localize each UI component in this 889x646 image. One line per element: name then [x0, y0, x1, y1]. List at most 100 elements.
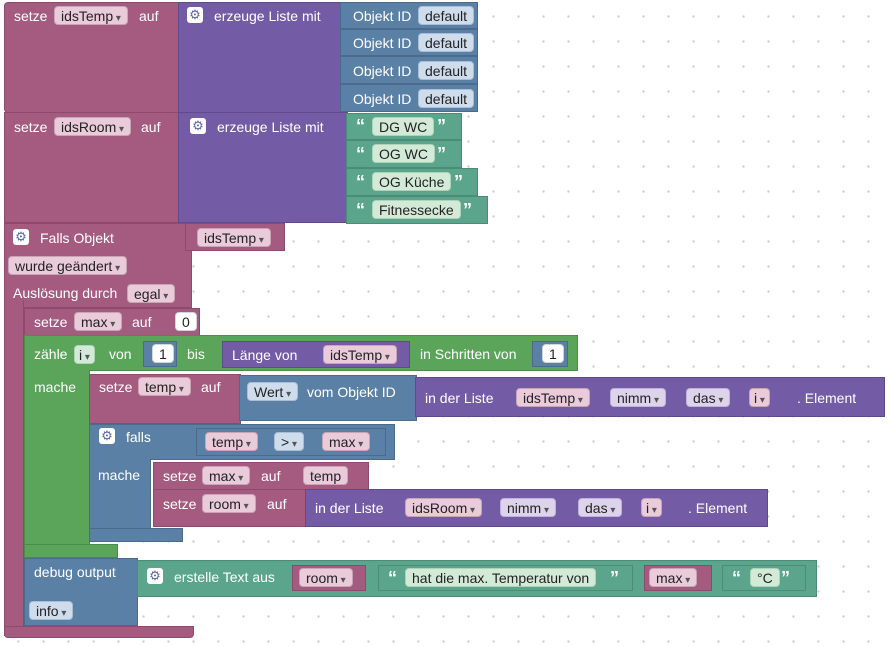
var-dropdown-max[interactable]: max: [649, 568, 698, 587]
length-of-label: Länge von: [232, 347, 298, 363]
create-list-block[interactable]: [178, 2, 342, 113]
number-input[interactable]: 1: [542, 344, 564, 363]
setze-label: setze: [163, 496, 197, 512]
quote-close-icon: ”: [610, 568, 619, 588]
trigger-block-footer: [4, 626, 194, 638]
object-id-value[interactable]: default: [418, 61, 475, 80]
setze-label: setze: [14, 8, 48, 24]
object-id-value[interactable]: default: [418, 33, 475, 52]
auf-label: auf: [132, 314, 152, 330]
debug-label: debug output: [34, 564, 116, 580]
do-label: mache: [34, 379, 77, 395]
take-dropdown[interactable]: nimm: [610, 388, 667, 407]
trigger-block-spine: [4, 300, 24, 636]
var-dropdown-max[interactable]: max: [74, 312, 123, 331]
object-id-label: Objekt ID: [353, 8, 412, 24]
object-id-value[interactable]: default: [418, 89, 475, 108]
var-dropdown-room[interactable]: room: [299, 568, 353, 587]
from-label: von: [109, 346, 132, 362]
object-id-value[interactable]: default: [418, 6, 475, 25]
setze-label: setze: [34, 314, 68, 330]
var-dropdown-idsRoom[interactable]: idsRoom: [54, 117, 132, 136]
create-list-block[interactable]: [178, 112, 348, 223]
list-get-block[interactable]: [415, 377, 885, 417]
loop-block-footer: [24, 544, 118, 558]
count-label: zähle: [34, 346, 68, 362]
quote-open-icon: “: [356, 200, 365, 220]
object-id-label: Objekt ID: [353, 35, 412, 51]
which-dropdown[interactable]: das: [578, 498, 623, 517]
index-var-dropdown[interactable]: i: [749, 388, 770, 407]
compare-left-dropdown[interactable]: temp: [205, 432, 258, 451]
in-list-label: in der Liste: [315, 500, 384, 516]
auf-label: auf: [201, 379, 221, 395]
list-var-dropdown[interactable]: idsTemp: [323, 345, 397, 364]
text-value[interactable]: OG Küche: [372, 172, 452, 191]
object-id-label: Objekt ID: [353, 63, 412, 79]
object-id-label: Objekt ID: [353, 91, 412, 107]
text-value[interactable]: °C: [750, 568, 780, 587]
text-value[interactable]: hat die max. Temperatur von: [405, 568, 597, 587]
of-object-label: vom Objekt ID: [307, 384, 396, 400]
text-value[interactable]: Fitnessecke: [372, 200, 461, 219]
auf-label: auf: [267, 496, 287, 512]
compare-right-dropdown[interactable]: max: [322, 432, 371, 451]
falls-label: falls: [126, 429, 151, 445]
loop-var-dropdown[interactable]: i: [74, 345, 95, 364]
if-block-footer: [89, 528, 183, 542]
quote-open-icon: “: [388, 568, 397, 588]
create-list-label: erzeuge Liste mit: [217, 119, 324, 135]
var-value-temp[interactable]: temp: [303, 466, 349, 485]
quote-open-icon: “: [356, 172, 365, 192]
element-label: . Element: [688, 500, 748, 516]
quote-close-icon: ”: [463, 200, 472, 220]
trigger-by-label: Auslösung durch: [13, 285, 118, 301]
quote-open-icon: “: [356, 116, 365, 136]
create-text-label: erstelle Text aus: [174, 569, 275, 585]
which-dropdown[interactable]: das: [686, 388, 731, 407]
step-label: in Schritten von: [420, 346, 517, 362]
take-dropdown[interactable]: nimm: [500, 498, 557, 517]
gear-icon[interactable]: ⚙: [190, 118, 206, 134]
in-list-label: in der Liste: [425, 390, 494, 406]
setze-label: setze: [163, 468, 197, 484]
var-dropdown-max[interactable]: max: [202, 466, 251, 485]
trigger-var-dropdown[interactable]: idsTemp: [197, 228, 271, 247]
quote-close-icon: ”: [781, 568, 790, 588]
to-label: bis: [187, 346, 205, 362]
number-input[interactable]: 1: [152, 344, 174, 363]
quote-close-icon: ”: [437, 116, 446, 136]
list-var-dropdown[interactable]: idsRoom: [405, 498, 483, 517]
gear-icon[interactable]: ⚙: [13, 229, 29, 245]
value-type-dropdown[interactable]: Wert: [247, 382, 299, 401]
quote-open-icon: “: [732, 568, 741, 588]
quote-open-icon: “: [356, 144, 365, 164]
text-value[interactable]: DG WC: [372, 117, 435, 136]
var-dropdown-temp[interactable]: temp: [138, 377, 191, 396]
auf-label: auf: [261, 468, 281, 484]
quote-close-icon: ”: [437, 144, 446, 164]
quote-close-icon: ”: [454, 172, 463, 192]
trigger-value-dropdown[interactable]: egal: [127, 284, 176, 303]
setze-label: setze: [99, 379, 133, 395]
setze-label: setze: [14, 119, 48, 135]
loop-block-spine: [24, 370, 90, 550]
index-var-dropdown[interactable]: i: [641, 498, 662, 517]
operator-dropdown[interactable]: >: [274, 432, 304, 451]
auf-label: auf: [139, 8, 159, 24]
gear-icon[interactable]: ⚙: [187, 7, 203, 23]
var-dropdown-idsTemp[interactable]: idsTemp: [54, 6, 128, 25]
text-value[interactable]: OG WC: [372, 144, 435, 163]
do-label: mache: [98, 467, 141, 483]
gear-icon[interactable]: ⚙: [147, 568, 163, 584]
changed-dropdown[interactable]: wurde geändert: [8, 256, 128, 275]
create-list-label: erzeuge Liste mit: [214, 8, 321, 24]
trigger-title: Falls Objekt: [40, 230, 114, 246]
var-dropdown-room[interactable]: room: [202, 494, 256, 513]
auf-label: auf: [141, 119, 161, 135]
number-input[interactable]: 0: [175, 312, 197, 331]
gear-icon[interactable]: ⚙: [99, 428, 115, 444]
log-level-dropdown[interactable]: info: [29, 601, 74, 620]
element-label: . Element: [797, 390, 857, 406]
list-var-dropdown[interactable]: idsTemp: [516, 388, 590, 407]
